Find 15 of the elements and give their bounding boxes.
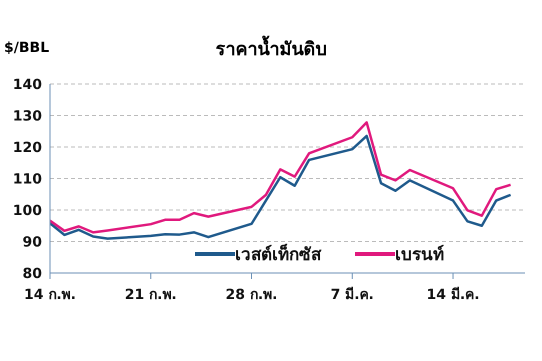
x-tick-label: 7 มี.ค. [330, 286, 374, 303]
legend-label: เบรนท์ [395, 244, 444, 267]
legend-label: เวสต์เท็กซัส [235, 242, 321, 267]
x-tick-label: 14 ก.พ. [24, 286, 76, 303]
y-tick-label: 110 [12, 171, 42, 188]
x-tick-label: 28 ก.พ. [226, 286, 278, 303]
y-tick-label: 100 [12, 202, 42, 219]
y-tick-label: 130 [12, 108, 42, 124]
x-tick-label: 14 มี.ค. [426, 286, 480, 303]
y-tick-label: 140 [12, 76, 42, 93]
y-axis-title: $/BBL [4, 40, 50, 56]
y-tick-label: 90 [22, 234, 42, 250]
y-tick-label: 80 [22, 266, 42, 282]
y-tick-label: 120 [12, 140, 42, 156]
x-tick-label: 21 ก.พ. [124, 286, 177, 303]
